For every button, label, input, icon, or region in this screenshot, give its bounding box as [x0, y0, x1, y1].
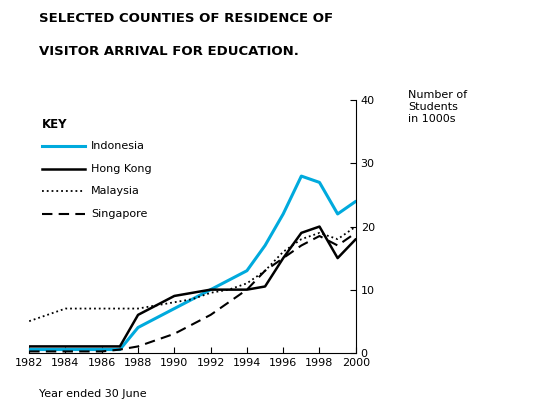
Text: Indonesia: Indonesia	[91, 141, 145, 151]
Text: Hong Kong: Hong Kong	[91, 164, 152, 173]
Text: Malaysia: Malaysia	[91, 186, 140, 196]
Text: VISITOR ARRIVAL FOR EDUCATION.: VISITOR ARRIVAL FOR EDUCATION.	[39, 45, 299, 58]
Text: SELECTED COUNTIES OF RESIDENCE OF: SELECTED COUNTIES OF RESIDENCE OF	[39, 12, 333, 25]
Y-axis label: Number of
Students
in 1000s: Number of Students in 1000s	[408, 90, 467, 123]
Text: Singapore: Singapore	[91, 209, 147, 219]
Text: KEY: KEY	[42, 118, 68, 131]
Text: Year ended 30 June: Year ended 30 June	[39, 389, 146, 399]
